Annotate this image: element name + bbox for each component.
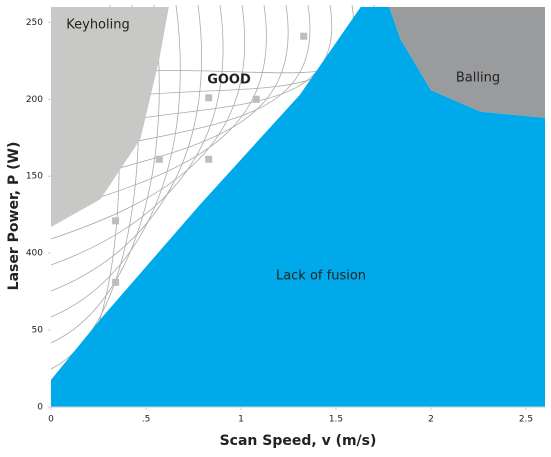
x-tick-label: 2.5 (519, 415, 533, 425)
x-tick-label: 2 (428, 415, 434, 425)
x-tick-label: 1.5 (329, 415, 343, 425)
good-label: GOOD (207, 73, 251, 88)
x-tick-label: 0 (48, 415, 54, 425)
region (389, 7, 545, 118)
region-label: Lack of fusion (276, 269, 366, 284)
y-tick-label: 0 (37, 403, 43, 413)
x-tick-label: 1 (238, 415, 244, 425)
contour-line (50, 4, 181, 318)
contour-line (50, 4, 246, 240)
data-point (155, 155, 163, 163)
region-label: Balling (456, 71, 500, 86)
region (51, 7, 169, 227)
data-point (205, 155, 213, 163)
region (51, 7, 545, 407)
data-point (252, 95, 260, 103)
contour-line (50, 4, 160, 344)
x-tick-label: .5 (142, 415, 151, 425)
data-point (112, 278, 120, 286)
y-tick-label: 200 (26, 95, 43, 105)
y-tick-label: 250 (26, 18, 43, 28)
regions (51, 7, 545, 407)
y-tick-label: 400 (26, 249, 43, 259)
data-point (300, 32, 308, 40)
y-axis-label: Laser Power, P (W) (6, 142, 22, 291)
contour-line (50, 4, 202, 292)
x-axis-label: Scan Speed, v (m/s) (220, 433, 377, 449)
contour-line (50, 4, 224, 266)
y-tick-label: 150 (26, 172, 43, 182)
y-tick-label: 50 (32, 326, 44, 336)
data-point (112, 217, 120, 225)
region-label: Keyholing (66, 18, 129, 33)
data-point (205, 94, 213, 102)
